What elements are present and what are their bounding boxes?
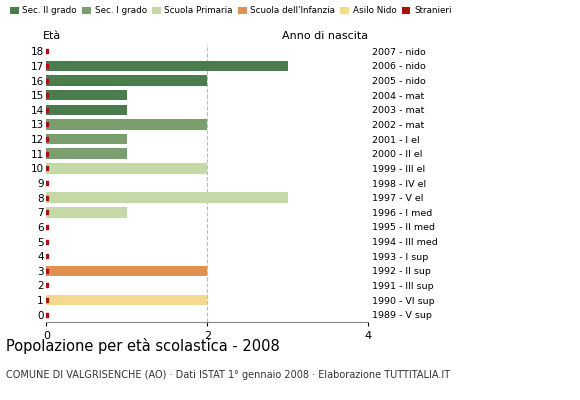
Bar [46, 75, 208, 86]
Bar [46, 192, 288, 203]
Bar [46, 148, 127, 159]
Text: COMUNE DI VALGRISENCHE (AO) · Dati ISTAT 1° gennaio 2008 · Elaborazione TUTTITAL: COMUNE DI VALGRISENCHE (AO) · Dati ISTAT… [6, 370, 450, 380]
Bar [46, 207, 127, 218]
Bar [46, 119, 208, 130]
Text: Anno di nascita: Anno di nascita [282, 31, 368, 41]
Legend: Sec. II grado, Sec. I grado, Scuola Primaria, Scuola dell'Infanzia, Asilo Nido, : Sec. II grado, Sec. I grado, Scuola Prim… [10, 6, 451, 15]
Text: Popolazione per età scolastica - 2008: Popolazione per età scolastica - 2008 [6, 338, 280, 354]
Bar [46, 61, 288, 71]
Bar [46, 104, 127, 115]
Bar [46, 295, 208, 305]
Bar [46, 90, 127, 100]
Bar [46, 163, 208, 174]
Bar [46, 134, 127, 144]
Bar [46, 266, 208, 276]
Text: Età: Età [43, 31, 61, 41]
